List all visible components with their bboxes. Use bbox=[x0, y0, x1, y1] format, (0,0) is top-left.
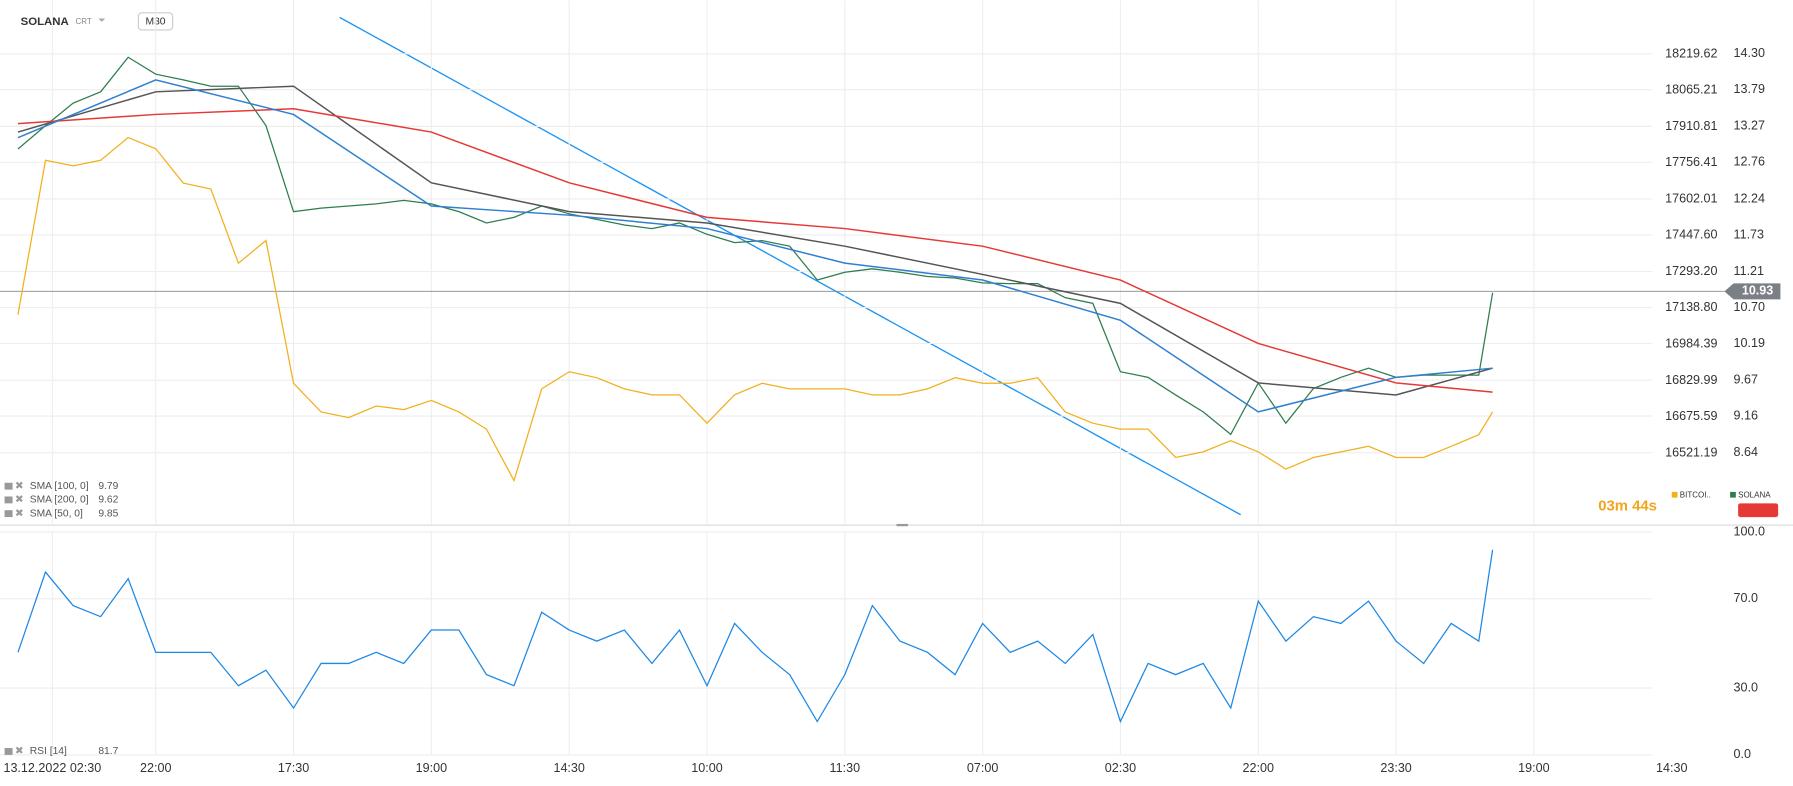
x-tick-label: 10:00 bbox=[691, 761, 722, 775]
y-tick-label: 11.21 bbox=[1734, 264, 1765, 278]
indicator-settings-icon[interactable] bbox=[4, 510, 13, 518]
trend-line[interactable] bbox=[339, 16, 1242, 516]
x-tick-label: 14:30 bbox=[553, 761, 584, 775]
y-tick-label: 13.79 bbox=[1734, 82, 1765, 96]
y2-tick-label: 17910.81 bbox=[1665, 119, 1717, 133]
current-price-label: 10.93 bbox=[1742, 284, 1773, 298]
y-tick-label: 10.70 bbox=[1734, 300, 1765, 314]
current-price-tag bbox=[1724, 283, 1781, 300]
indicator-remove-icon[interactable]: ✖ bbox=[15, 746, 24, 757]
y2-tick-label: 16984.39 bbox=[1665, 337, 1717, 351]
y2-tick-label: 16829.99 bbox=[1665, 373, 1717, 387]
y2-tick-label: 18065.21 bbox=[1665, 83, 1717, 97]
indicator-name: SMA [100, 0] bbox=[30, 481, 89, 492]
symbol[interactable]: SOLANA bbox=[21, 16, 69, 28]
legend-swatch bbox=[1671, 491, 1678, 498]
y2-tick-label: 17293.20 bbox=[1665, 264, 1717, 278]
series-line bbox=[17, 79, 1493, 413]
indicator-name: SMA [200, 0] bbox=[30, 495, 89, 506]
x-tick-label: 02:30 bbox=[1105, 761, 1136, 775]
y2-tick-label: 17138.80 bbox=[1665, 300, 1717, 314]
series-line bbox=[17, 136, 1494, 483]
indicator-name: SMA [50, 0] bbox=[30, 508, 83, 519]
indicator-name: RSI [14] bbox=[30, 746, 67, 757]
x-tick-label: 22:00 bbox=[140, 761, 171, 775]
legend-label: BITCOI.. bbox=[1680, 490, 1711, 499]
indicator-remove-icon[interactable]: ✖ bbox=[15, 495, 24, 506]
x-tick-label: 11:30 bbox=[830, 761, 861, 775]
series-line bbox=[17, 56, 1494, 436]
series-line bbox=[17, 549, 1494, 724]
indicator-settings-icon[interactable] bbox=[4, 496, 13, 504]
y-tick-label: 11.73 bbox=[1734, 227, 1765, 241]
x-tick-label: 13.12.2022 02:30 bbox=[3, 761, 101, 775]
indicator-remove-icon[interactable]: ✖ bbox=[15, 508, 24, 519]
y2-tick-label: 16675.59 bbox=[1665, 409, 1717, 423]
y-tick-label: 12.76 bbox=[1734, 155, 1765, 169]
y2-tick-label: 17602.01 bbox=[1665, 191, 1717, 205]
x-tick-label: 07:00 bbox=[967, 761, 998, 775]
y-tick-label: 9.16 bbox=[1734, 408, 1758, 422]
instrument-kind: CRT bbox=[75, 17, 91, 26]
y2-tick-label: 18219.62 bbox=[1665, 46, 1717, 60]
y-tick-label: 12.24 bbox=[1734, 191, 1765, 205]
x-tick-label: 19:00 bbox=[1518, 761, 1549, 775]
sell-button[interactable] bbox=[1738, 503, 1779, 518]
legend-label: SOLANA bbox=[1738, 490, 1771, 499]
x-tick-label: 14:30 bbox=[1656, 761, 1687, 775]
x-tick-label: 22:00 bbox=[1243, 761, 1274, 775]
indicator-settings-icon[interactable] bbox=[4, 482, 13, 490]
panel-resize-handle[interactable] bbox=[896, 523, 908, 527]
y2-tick-label: 17756.41 bbox=[1665, 155, 1717, 169]
y-tick-label: 14.30 bbox=[1734, 46, 1765, 60]
y-tick-label: 100.0 bbox=[1734, 524, 1765, 538]
symbol-dropdown[interactable] bbox=[98, 18, 106, 22]
indicator-value: 9.62 bbox=[98, 495, 118, 506]
x-tick-label: 17:30 bbox=[278, 761, 309, 775]
indicator-remove-icon[interactable]: ✖ bbox=[15, 481, 24, 492]
x-tick-label: 23:30 bbox=[1380, 761, 1411, 775]
y-tick-label: 0.0 bbox=[1734, 747, 1751, 761]
indicator-value: 9.85 bbox=[98, 508, 118, 519]
x-tick-label: 19:00 bbox=[416, 761, 447, 775]
y-tick-label: 13.27 bbox=[1734, 119, 1765, 133]
indicator-value: 9.79 bbox=[98, 481, 118, 492]
candle-countdown: 03m 44s bbox=[1598, 499, 1657, 515]
indicator-value: 81.7 bbox=[98, 746, 118, 757]
series-line bbox=[17, 107, 1493, 393]
series-line bbox=[17, 85, 1493, 396]
y-tick-label: 70.0 bbox=[1734, 591, 1758, 605]
y-tick-label: 9.67 bbox=[1734, 372, 1758, 386]
y2-tick-label: 17447.60 bbox=[1665, 228, 1717, 242]
y-tick-label: 8.64 bbox=[1734, 445, 1758, 459]
y-tick-label: 10.19 bbox=[1734, 336, 1765, 350]
indicator-settings-icon[interactable] bbox=[4, 748, 13, 755]
y2-tick-label: 16521.19 bbox=[1665, 445, 1717, 459]
legend-swatch bbox=[1730, 491, 1736, 498]
y-tick-label: 30.0 bbox=[1734, 680, 1758, 694]
